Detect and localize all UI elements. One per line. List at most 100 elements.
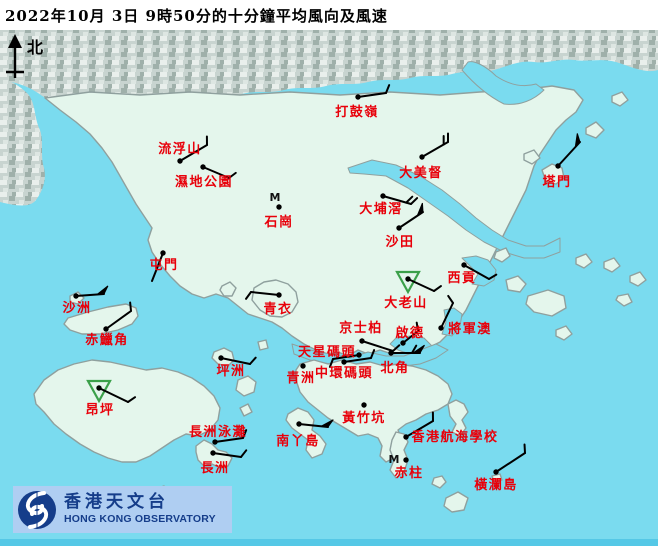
wind-barb-feather bbox=[370, 349, 376, 359]
kau-sai-chau bbox=[505, 275, 527, 293]
station-kings-park: 京士柏 bbox=[339, 320, 401, 352]
station-label: 坪洲 bbox=[216, 364, 245, 379]
wind-barb-feather bbox=[415, 321, 419, 332]
wind-barb-feather bbox=[385, 84, 391, 94]
station-dot bbox=[419, 154, 425, 160]
wind-barb-shaft bbox=[361, 340, 394, 352]
station-cheung-chau: 長洲 bbox=[200, 449, 248, 476]
station-dot bbox=[403, 457, 409, 463]
station-label: 屯門 bbox=[149, 257, 178, 273]
station-label: 赤柱 bbox=[394, 465, 423, 481]
station-label: 香港航海學校 bbox=[410, 429, 498, 445]
station-wetland-park: 濕地公園 bbox=[175, 164, 237, 190]
wind-barb-shaft bbox=[202, 166, 230, 179]
station-label: 黃竹坑 bbox=[341, 410, 386, 426]
station-stanley: M赤柱 bbox=[389, 453, 423, 481]
station-cheung-chau-beach: 長洲泳灘 bbox=[189, 424, 248, 445]
wind-barb-feather bbox=[129, 301, 132, 312]
tap-mun-island bbox=[541, 163, 565, 185]
station-label: 南丫島 bbox=[276, 433, 320, 449]
wind-barb-shaft bbox=[212, 452, 242, 458]
urban-area-north bbox=[0, 30, 658, 107]
station-sai-kung: 西貢 bbox=[447, 262, 498, 286]
station-hk-sea-school: 香港航海學校 bbox=[403, 411, 498, 445]
wind-barb-shaft bbox=[495, 452, 526, 473]
station-sha-tin: 沙田 bbox=[385, 202, 424, 250]
station-label: 西貢 bbox=[447, 271, 476, 286]
wind-barb-shaft bbox=[105, 310, 132, 330]
hko-name-chinese: 香港天文台 bbox=[64, 492, 169, 513]
station-dot bbox=[300, 363, 306, 369]
station-dot bbox=[73, 293, 79, 299]
station-dot bbox=[400, 340, 406, 346]
station-label: 石崗 bbox=[263, 215, 293, 230]
station-dot bbox=[405, 276, 411, 282]
wind-barb-shaft bbox=[357, 92, 387, 98]
wind-barb-shaft bbox=[220, 357, 251, 365]
station-label: 塔門 bbox=[542, 174, 571, 190]
station-dot bbox=[555, 163, 561, 169]
station-label: 流浮山 bbox=[158, 141, 202, 157]
station-label: 長洲 bbox=[200, 461, 229, 476]
station-sha-chau: 沙洲 bbox=[62, 285, 109, 316]
station-label: 中環碼頭 bbox=[315, 365, 373, 381]
wind-barb-shaft bbox=[463, 264, 490, 280]
starling-inlet bbox=[461, 61, 545, 105]
tsing-yi-island bbox=[251, 279, 299, 318]
station-wong-chuk-hang: 黃竹坑 bbox=[341, 402, 386, 426]
station-dot bbox=[359, 338, 365, 344]
urban-area-west bbox=[0, 78, 45, 206]
station-green-island: 青洲 bbox=[286, 363, 315, 386]
mirs-bay-island-1 bbox=[585, 121, 605, 139]
wind-barb-shaft bbox=[151, 252, 164, 282]
station-tai-po-kau: 大埔滘 bbox=[359, 193, 419, 217]
station-lau-fau-shan: 流浮山 bbox=[158, 135, 208, 164]
shelter-island bbox=[493, 247, 511, 263]
lantau-island bbox=[33, 359, 221, 463]
grass-island bbox=[523, 149, 541, 165]
station-label: 橫瀾島 bbox=[474, 477, 518, 493]
station-label: 濕地公園 bbox=[175, 174, 233, 190]
calm-marker-m: M bbox=[270, 191, 281, 204]
station-north-point: 北角 bbox=[380, 344, 425, 376]
wind-barb-flag bbox=[95, 285, 109, 296]
station-label: 將軍澳 bbox=[448, 321, 492, 337]
station-central-pier: 中環碼頭 bbox=[315, 349, 376, 381]
station-dot bbox=[341, 359, 347, 365]
station-chek-lap-kok: 赤鱲角 bbox=[85, 301, 132, 348]
wind-barb-shaft bbox=[179, 144, 208, 162]
station-label: 赤鱲角 bbox=[85, 332, 129, 348]
high-island bbox=[525, 289, 567, 317]
station-dot bbox=[396, 225, 402, 231]
stanley-peninsula bbox=[389, 431, 409, 479]
station-dot bbox=[96, 385, 102, 391]
station-tseung-kwan-o: 將軍澳 bbox=[438, 294, 492, 337]
hko-logo-banner: 香港天文台 HONG KONG OBSERVATORY bbox=[13, 486, 232, 533]
station-dot bbox=[403, 434, 409, 440]
station-label: 青衣 bbox=[263, 301, 292, 317]
lamma-island-shape bbox=[285, 407, 327, 459]
waglan-islet bbox=[491, 473, 503, 483]
station-dot bbox=[160, 250, 166, 256]
wind-barb-feather bbox=[488, 273, 498, 280]
ma-wan-island bbox=[219, 281, 237, 297]
station-dot bbox=[438, 325, 444, 331]
station-tates-cairn: 大老山 bbox=[384, 270, 442, 311]
station-dot bbox=[218, 355, 224, 361]
wind-barb-shaft bbox=[250, 291, 280, 296]
ninepin-island-1 bbox=[603, 257, 621, 273]
wind-barb-flag bbox=[574, 133, 581, 149]
airport-island bbox=[63, 303, 139, 335]
station-ngong-ping: 昂坪 bbox=[85, 379, 137, 418]
station-label: 大埔滘 bbox=[359, 201, 403, 217]
station-dot bbox=[361, 402, 367, 408]
station-dot bbox=[296, 421, 302, 427]
kau-yi-chau bbox=[257, 339, 269, 351]
station-shek-kong: M 石崗 bbox=[263, 191, 293, 230]
station-label: 沙洲 bbox=[62, 301, 91, 316]
station-label: 青洲 bbox=[286, 370, 315, 386]
station-label: 北角 bbox=[380, 360, 409, 376]
hko-name-english: HONG KONG OBSERVATORY bbox=[64, 513, 216, 526]
hei-ling-chau bbox=[235, 375, 257, 397]
